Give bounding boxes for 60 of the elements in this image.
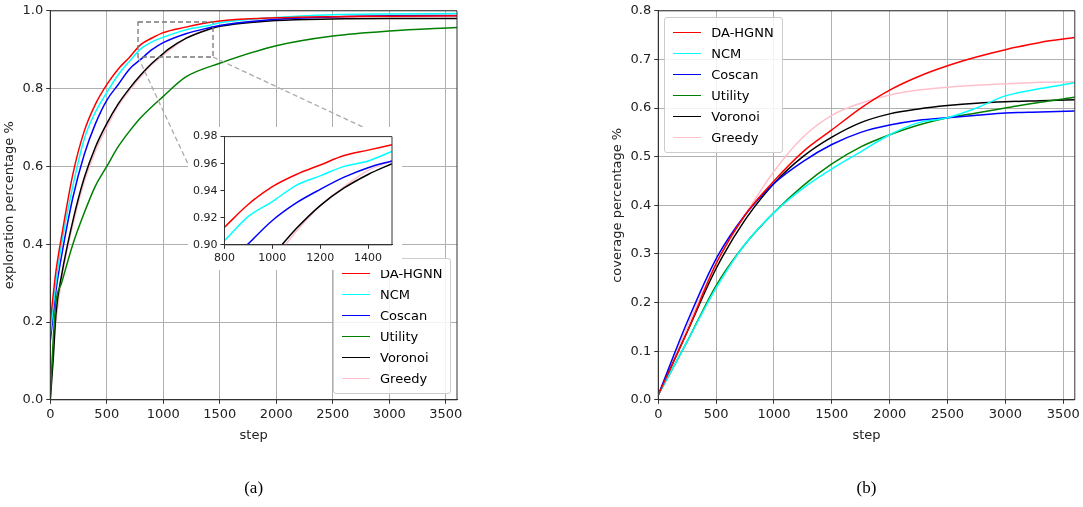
y-tick-label: 0.4 xyxy=(630,196,652,212)
x-tick-label: 1500 xyxy=(203,405,237,421)
y-tick-label: 0.96 xyxy=(192,156,218,170)
y-tick-label: 0.7 xyxy=(630,50,652,66)
y-tick-label: 0.5 xyxy=(630,148,652,164)
y-tick-label: 0.2 xyxy=(630,293,652,309)
legend-label: Greedy xyxy=(380,370,428,386)
y-tick-label: 0.2 xyxy=(22,313,44,329)
x-tick-label: 3500 xyxy=(429,405,463,421)
x-tick-label: 1000 xyxy=(757,405,791,421)
y-tick-label: 0.0 xyxy=(22,391,44,407)
x-axis-title: step xyxy=(239,426,268,442)
legend-label: DA-HGNN xyxy=(380,265,443,281)
legend-label: NCM xyxy=(380,286,411,302)
legend-label: NCM xyxy=(711,45,742,61)
x-tick-label: 800 xyxy=(213,251,235,265)
y-tick-label: 0.92 xyxy=(192,210,218,224)
x-tick-label: 3500 xyxy=(1046,405,1080,421)
y-tick-label: 0.94 xyxy=(192,183,218,197)
y-tick-label: 1.0 xyxy=(22,2,44,18)
y-axis-title: coverage percentage % xyxy=(609,127,625,283)
x-tick-label: 1200 xyxy=(306,251,335,265)
x-tick-label: 0 xyxy=(654,405,663,421)
x-tick-label: 2500 xyxy=(930,405,965,421)
y-tick-label: 0.8 xyxy=(22,79,44,95)
legend-label: Utility xyxy=(380,328,419,344)
x-tick-label: 1500 xyxy=(815,405,849,421)
legend-label: Utility xyxy=(711,87,750,103)
y-tick-label: 0.98 xyxy=(192,129,218,143)
x-tick-label: 500 xyxy=(94,405,120,421)
x-axis-title: step xyxy=(852,426,881,442)
x-tick-label: 3000 xyxy=(372,405,406,421)
legend-label: Voronoi xyxy=(711,108,760,124)
x-tick-label: 500 xyxy=(703,405,729,421)
legend-label: Coscan xyxy=(711,66,759,82)
legend-label: DA-HGNN xyxy=(711,24,774,40)
y-tick-label: 0.0 xyxy=(630,391,652,407)
legend-label: Voronoi xyxy=(380,349,429,365)
y-axis-title: exploration percentage % xyxy=(1,121,17,290)
y-tick-label: 0.90 xyxy=(192,237,218,251)
y-tick-label: 0.1 xyxy=(630,342,652,358)
y-tick-label: 0.8 xyxy=(630,2,652,18)
x-tick-label: 2500 xyxy=(316,405,350,421)
legend-label: Coscan xyxy=(380,307,428,323)
line-series xyxy=(224,143,392,228)
x-tick-label: 2000 xyxy=(873,405,907,421)
x-tick-label: 3000 xyxy=(988,405,1022,421)
y-tick-label: 0.6 xyxy=(630,99,652,115)
text: (b) xyxy=(856,478,877,498)
x-tick-label: 2000 xyxy=(259,405,293,421)
x-tick-label: 1400 xyxy=(354,251,383,265)
x-tick-label: 1000 xyxy=(146,405,180,421)
text: (a) xyxy=(244,478,264,498)
y-tick-label: 0.6 xyxy=(22,157,44,173)
x-tick-label: 1000 xyxy=(258,251,287,265)
y-tick-label: 0.4 xyxy=(22,235,44,251)
legend-label: Greedy xyxy=(711,129,759,145)
y-tick-label: 0.3 xyxy=(630,245,652,261)
line-series xyxy=(246,160,392,245)
x-tick-label: 0 xyxy=(46,405,55,421)
